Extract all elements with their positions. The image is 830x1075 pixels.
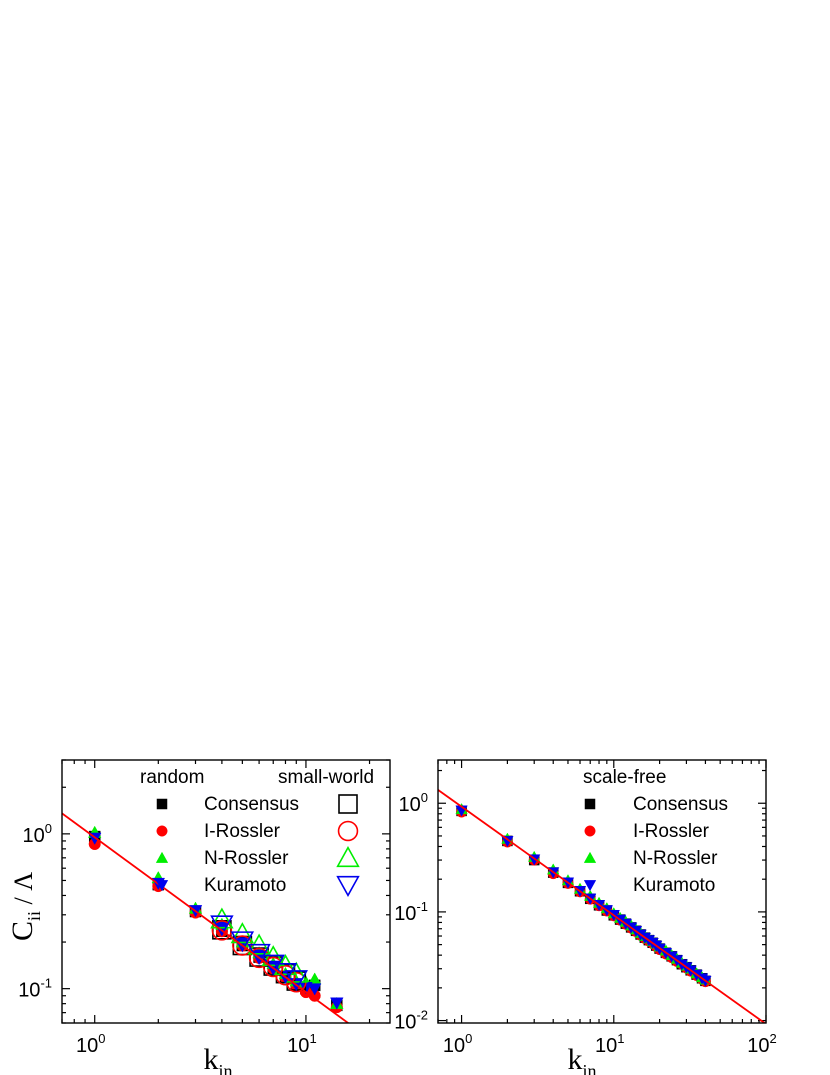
legend-marker-right-1 [584, 825, 596, 837]
frame-right [437, 759, 767, 1024]
legend-label-right-3: Kuramoto [633, 875, 715, 896]
legend-marker-right-3 [583, 880, 597, 892]
legend-open-marker-left-2 [336, 846, 360, 868]
x-tick-label-left-1: 101 [287, 1031, 316, 1057]
y-tick-label-right-0: 10-2 [394, 1008, 428, 1034]
y-axis-label-left: Cii / Λ [6, 872, 44, 941]
legend-label-right-0: Consensus [633, 794, 728, 815]
legend-marker-right-0 [584, 798, 596, 810]
legend-header-filled-left: random [140, 767, 204, 788]
point-left-circle-open-1 [232, 935, 253, 956]
panel-left: 100 101 10-1 100 kin Cii / Λ random small-world… [6, 759, 391, 1075]
legend-left: random small-world Consensus I-Rossler N-Ros… [140, 767, 374, 897]
legend-marker-left-0 [156, 798, 168, 810]
legend-header-open-left: small-world [278, 767, 374, 788]
y-tick-label-left-1: 100 [23, 821, 52, 847]
legend-marker-left-2 [155, 851, 169, 863]
legend-label-left-3: Kuramoto [204, 875, 286, 896]
x-axis-label-right: kin [567, 1043, 596, 1075]
point-left-triangle-down-open-0 [210, 915, 234, 937]
frame-left [61, 759, 391, 1024]
point-left-triangle-up-open-4 [273, 954, 298, 976]
x-tick-label-right-1: 101 [595, 1031, 624, 1057]
fit-line-left [62, 812, 350, 1023]
legend-marker-left-3 [155, 880, 169, 892]
point-left-circle-open-4 [275, 965, 296, 986]
legend-label-right-2: N-Rossler [633, 848, 718, 869]
y-tick-label-right-2: 100 [399, 790, 428, 816]
fit-line-right [438, 789, 766, 1023]
legend-marker-right-2 [583, 851, 597, 863]
legend-open-marker-left-0 [338, 794, 358, 814]
point-left-circle-open-0 [211, 920, 233, 941]
legend-marker-left-1 [156, 825, 168, 837]
legend-label-left-2: N-Rossler [204, 848, 289, 869]
y-tick-label-right-1: 10-1 [394, 899, 428, 925]
x-tick-label-right-0: 100 [443, 1031, 472, 1057]
x-tick-label-left-0: 100 [76, 1031, 105, 1057]
panel-right: 100 101 102 10-2 10-1 100 kin scale-free Consens… [394, 759, 777, 1075]
point-left-triangle-down-11 [330, 997, 344, 1010]
legend-open-marker-left-3 [336, 875, 360, 897]
legend-label-left-0: Consensus [204, 794, 299, 815]
legend-right: scale-free Consensus I-Rossler N-Rossler Kur… [583, 767, 728, 896]
point-left-triangle-up-open-0 [210, 907, 234, 929]
legend-label-left-1: I-Rossler [204, 821, 281, 842]
point-left-triangle-up-open-1 [230, 922, 255, 944]
y-tick-label-left-0: 10-1 [18, 976, 52, 1002]
legend-header-filled-right: scale-free [583, 767, 666, 788]
x-axis-label-left: kin [203, 1043, 232, 1075]
point-left-triangle-down-10 [307, 983, 322, 996]
legend-open-marker-left-1 [337, 820, 359, 842]
legend-label-right-1: I-Rossler [633, 821, 710, 842]
x-tick-label-right-2: 102 [747, 1031, 776, 1057]
